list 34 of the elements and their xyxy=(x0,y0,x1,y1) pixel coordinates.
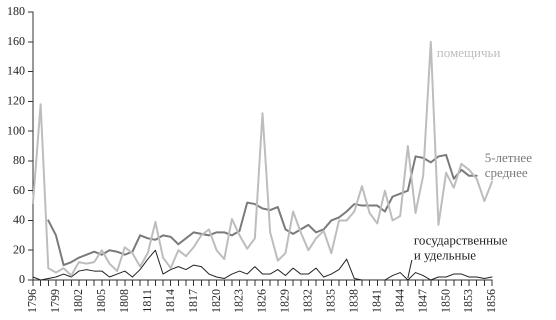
x-tick-label: 1814 xyxy=(162,289,177,313)
x-tick-label: 1817 xyxy=(186,289,200,313)
y-tick-label: 80 xyxy=(13,153,25,168)
x-tick-label: 1856 xyxy=(484,289,498,313)
y-tick-label: 180 xyxy=(7,4,25,18)
y-tick-label: 160 xyxy=(7,34,25,48)
y-tick-label: 40 xyxy=(13,212,25,227)
y-tick-label: 140 xyxy=(7,64,25,78)
x-tick-label: 1820 xyxy=(208,289,223,313)
x-tick-label: 1823 xyxy=(232,289,246,313)
series-label: помещичьи xyxy=(436,45,500,60)
x-tick-label: 1829 xyxy=(278,289,292,313)
series-label: 5-летнее среднее xyxy=(484,150,532,180)
x-tick-label: 1811 xyxy=(140,289,154,313)
x-tick-label: 1808 xyxy=(116,289,131,313)
x-tick-label: 1805 xyxy=(94,289,108,313)
y-tick-label: 60 xyxy=(13,182,25,197)
x-tick-label: 1853 xyxy=(461,289,476,313)
y-tick-label: 100 xyxy=(7,123,25,138)
x-tick-label: 1850 xyxy=(438,289,452,313)
x-tick-label: 1835 xyxy=(324,289,338,313)
y-tick-label: 120 xyxy=(7,93,25,108)
x-tick-label: 1802 xyxy=(71,289,86,313)
x-tick-label: 1799 xyxy=(48,289,62,313)
series-label: государственные и удельные xyxy=(414,232,508,262)
x-tick-label: 1838 xyxy=(346,289,360,313)
y-tick-label: 20 xyxy=(13,242,25,256)
y-tick-label: 0 xyxy=(19,272,25,286)
x-tick-label: 1826 xyxy=(254,289,269,313)
x-tick-label: 1844 xyxy=(392,289,406,313)
x-tick-label: 1841 xyxy=(369,289,384,313)
x-tick-label: 1847 xyxy=(415,289,430,313)
x-tick-label: 1796 xyxy=(25,289,40,313)
x-tick-label: 1832 xyxy=(300,289,315,313)
